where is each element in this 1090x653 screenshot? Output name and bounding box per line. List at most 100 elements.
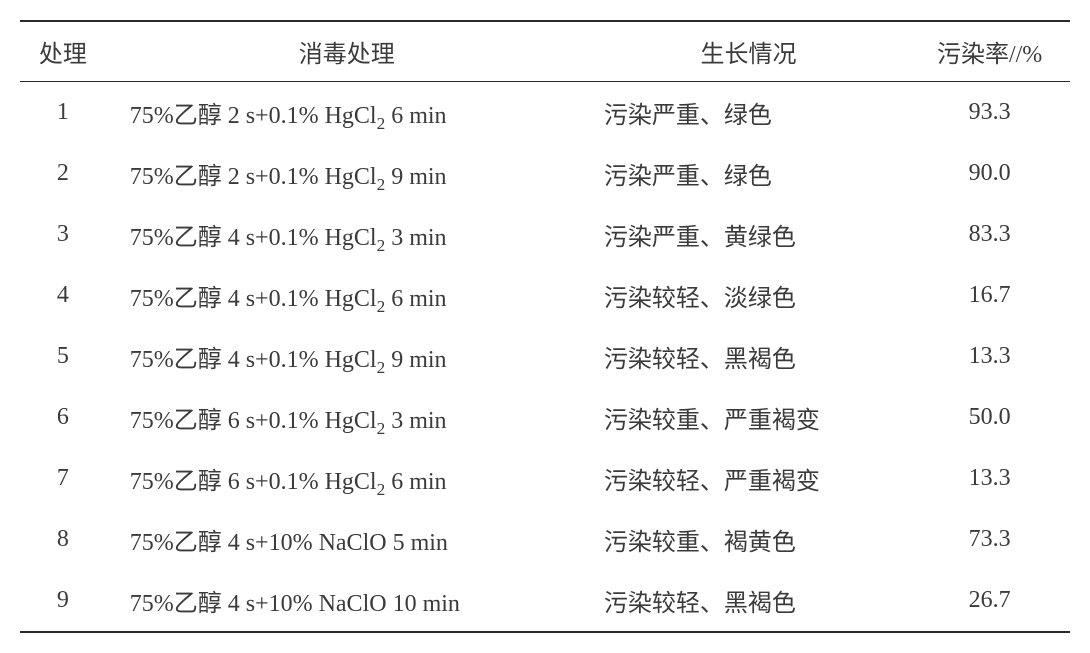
- treatment-duration: 3 min: [391, 225, 446, 251]
- cell-id: 4: [20, 265, 106, 326]
- treatment-duration: 10 min: [393, 591, 460, 617]
- cell-id: 2: [20, 143, 106, 204]
- treatment-agent-subscript: 2: [377, 419, 386, 438]
- cell-id: 6: [20, 387, 106, 448]
- treatment-agent-subscript: 2: [377, 297, 386, 316]
- treatment-ethanol-seconds: 2: [228, 103, 240, 129]
- cell-rate: 26.7: [909, 570, 1070, 632]
- table-body: 175%乙醇 2 s+0.1% HgCl2 6 min污染严重、绿色93.327…: [20, 82, 1070, 633]
- treatment-separator: s+: [240, 103, 269, 129]
- cell-treatment: 75%乙醇 4 s+10% NaClO 10 min: [106, 570, 588, 632]
- cell-id: 1: [20, 82, 106, 144]
- cell-growth: 污染较轻、黑褐色: [588, 326, 909, 387]
- cell-growth: 污染较轻、黑褐色: [588, 570, 909, 632]
- table-row: 875%乙醇 4 s+10% NaClO 5 min污染较重、褐黄色73.3: [20, 509, 1070, 570]
- treatment-agent-subscript: 2: [377, 480, 386, 499]
- cell-growth: 污染严重、绿色: [588, 82, 909, 144]
- cell-treatment: 75%乙醇 6 s+0.1% HgCl2 6 min: [106, 448, 588, 509]
- treatment-ethanol-seconds: 4: [228, 286, 240, 312]
- treatment-separator: s+: [240, 225, 269, 251]
- treatment-prefix: 75%乙醇: [130, 164, 228, 190]
- table-row: 275%乙醇 2 s+0.1% HgCl2 9 min污染严重、绿色90.0: [20, 143, 1070, 204]
- cell-treatment: 75%乙醇 6 s+0.1% HgCl2 3 min: [106, 387, 588, 448]
- treatment-agent: 0.1% HgCl: [269, 347, 377, 373]
- treatment-separator: s+: [240, 286, 269, 312]
- table-row: 175%乙醇 2 s+0.1% HgCl2 6 min污染严重、绿色93.3: [20, 82, 1070, 144]
- treatment-agent: 0.1% HgCl: [269, 469, 377, 495]
- header-row: 处理 消毒处理 生长情况 污染率//%: [20, 21, 1070, 82]
- cell-id: 5: [20, 326, 106, 387]
- treatment-duration: 9 min: [391, 347, 446, 373]
- cell-treatment: 75%乙醇 4 s+0.1% HgCl2 3 min: [106, 204, 588, 265]
- header-growth: 生长情况: [588, 21, 909, 82]
- cell-growth: 污染较轻、严重褐变: [588, 448, 909, 509]
- table-row: 675%乙醇 6 s+0.1% HgCl2 3 min污染较重、严重褐变50.0: [20, 387, 1070, 448]
- table-row: 375%乙醇 4 s+0.1% HgCl2 3 min污染严重、黄绿色83.3: [20, 204, 1070, 265]
- treatment-agent: 10% NaClO: [269, 530, 387, 556]
- treatment-prefix: 75%乙醇: [130, 286, 228, 312]
- cell-id: 9: [20, 570, 106, 632]
- treatment-ethanol-seconds: 2: [228, 164, 240, 190]
- cell-rate: 16.7: [909, 265, 1070, 326]
- treatment-agent: 10% NaClO: [269, 591, 387, 617]
- cell-treatment: 75%乙醇 2 s+0.1% HgCl2 9 min: [106, 143, 588, 204]
- treatment-duration: 6 min: [391, 103, 446, 129]
- treatment-separator: s+: [240, 347, 269, 373]
- treatment-agent: 0.1% HgCl: [269, 103, 377, 129]
- treatment-prefix: 75%乙醇: [130, 530, 228, 556]
- treatment-ethanol-seconds: 4: [228, 225, 240, 251]
- cell-treatment: 75%乙醇 4 s+0.1% HgCl2 6 min: [106, 265, 588, 326]
- treatment-prefix: 75%乙醇: [130, 225, 228, 251]
- treatment-separator: s+: [240, 469, 269, 495]
- cell-rate: 50.0: [909, 387, 1070, 448]
- treatment-ethanol-seconds: 4: [228, 591, 240, 617]
- table-row: 475%乙醇 4 s+0.1% HgCl2 6 min污染较轻、淡绿色16.7: [20, 265, 1070, 326]
- treatment-separator: s+: [240, 164, 269, 190]
- cell-id: 8: [20, 509, 106, 570]
- table-row: 575%乙醇 4 s+0.1% HgCl2 9 min污染较轻、黑褐色13.3: [20, 326, 1070, 387]
- treatment-prefix: 75%乙醇: [130, 347, 228, 373]
- treatment-duration: 6 min: [391, 286, 446, 312]
- header-treatment: 消毒处理: [106, 21, 588, 82]
- treatment-separator: s+: [240, 408, 269, 434]
- cell-growth: 污染较重、严重褐变: [588, 387, 909, 448]
- treatment-prefix: 75%乙醇: [130, 469, 228, 495]
- treatment-agent: 0.1% HgCl: [269, 225, 377, 251]
- cell-id: 7: [20, 448, 106, 509]
- cell-growth: 污染较重、褐黄色: [588, 509, 909, 570]
- treatment-duration: 5 min: [393, 530, 448, 556]
- header-rate: 污染率//%: [909, 21, 1070, 82]
- cell-id: 3: [20, 204, 106, 265]
- cell-treatment: 75%乙醇 4 s+0.1% HgCl2 9 min: [106, 326, 588, 387]
- cell-rate: 93.3: [909, 82, 1070, 144]
- treatment-agent-subscript: 2: [377, 175, 386, 194]
- header-id: 处理: [20, 21, 106, 82]
- table-row: 775%乙醇 6 s+0.1% HgCl2 6 min污染较轻、严重褐变13.3: [20, 448, 1070, 509]
- cell-growth: 污染较轻、淡绿色: [588, 265, 909, 326]
- treatment-separator: s+: [240, 591, 269, 617]
- treatment-agent-subscript: 2: [377, 114, 386, 133]
- cell-rate: 83.3: [909, 204, 1070, 265]
- treatment-agent-subscript: 2: [377, 236, 386, 255]
- cell-rate: 73.3: [909, 509, 1070, 570]
- treatment-ethanol-seconds: 4: [228, 530, 240, 556]
- table-row: 975%乙醇 4 s+10% NaClO 10 min污染较轻、黑褐色26.7: [20, 570, 1070, 632]
- treatment-ethanol-seconds: 6: [228, 469, 240, 495]
- treatment-ethanol-seconds: 4: [228, 347, 240, 373]
- treatment-prefix: 75%乙醇: [130, 408, 228, 434]
- cell-rate: 13.3: [909, 326, 1070, 387]
- cell-growth: 污染严重、绿色: [588, 143, 909, 204]
- disinfection-table: 处理 消毒处理 生长情况 污染率//% 175%乙醇 2 s+0.1% HgCl…: [20, 20, 1070, 633]
- treatment-agent-subscript: 2: [377, 358, 386, 377]
- cell-rate: 90.0: [909, 143, 1070, 204]
- treatment-duration: 9 min: [391, 164, 446, 190]
- treatment-ethanol-seconds: 6: [228, 408, 240, 434]
- treatment-duration: 6 min: [391, 469, 446, 495]
- cell-rate: 13.3: [909, 448, 1070, 509]
- treatment-agent: 0.1% HgCl: [269, 408, 377, 434]
- cell-treatment: 75%乙醇 2 s+0.1% HgCl2 6 min: [106, 82, 588, 144]
- cell-treatment: 75%乙醇 4 s+10% NaClO 5 min: [106, 509, 588, 570]
- treatment-agent: 0.1% HgCl: [269, 164, 377, 190]
- treatment-separator: s+: [240, 530, 269, 556]
- treatment-prefix: 75%乙醇: [130, 591, 228, 617]
